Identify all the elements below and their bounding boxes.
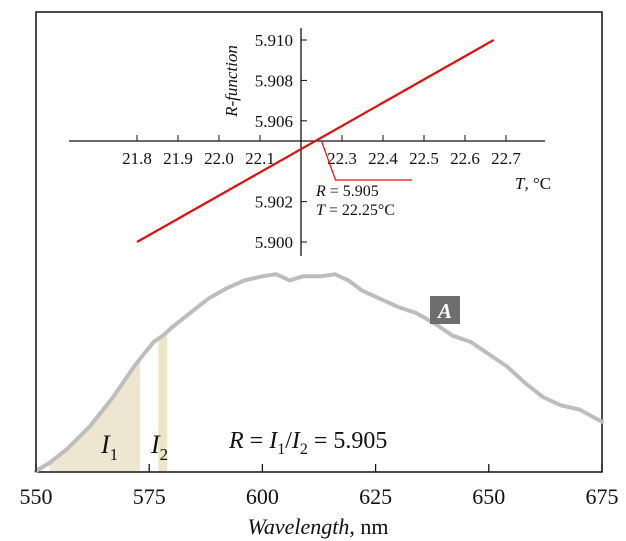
shaded-regions bbox=[49, 331, 168, 471]
inset-y-tick-label: 5.908 bbox=[255, 71, 293, 90]
inset-y-axis-title: R-function bbox=[222, 45, 241, 118]
marker-label-t: T = 22.25°C bbox=[316, 202, 395, 219]
x-axis-label: Wavelength bbox=[248, 514, 350, 539]
r-function-line bbox=[136, 39, 495, 243]
inset-x-tick-label: 21.8 bbox=[122, 149, 152, 168]
inset-x-tick-label: 21.9 bbox=[163, 149, 193, 168]
spectrum-curve bbox=[34, 272, 604, 473]
inset-x-axis-title: T, °C bbox=[515, 174, 551, 193]
inset-y-tick-label: 5.910 bbox=[255, 31, 293, 50]
inset-x-tick-label: 22.7 bbox=[491, 149, 521, 168]
inset-x-tick-label: 22.5 bbox=[409, 149, 439, 168]
inset-x-tick-label: 22.0 bbox=[204, 149, 234, 168]
inset-y-axis-ticks: 5.910 5.908 5.906 5.902 5.900 bbox=[255, 31, 307, 252]
inset-x-tick-label: 22.1 bbox=[245, 149, 275, 168]
region-label-i2: I2 bbox=[150, 430, 168, 464]
marker-leader-line bbox=[320, 140, 412, 181]
main-x-tick-label: 550 bbox=[20, 484, 53, 509]
inset-y-tick-label: 5.906 bbox=[255, 112, 293, 131]
inset-x-axis-ticks: 21.8 21.9 22.0 22.1 22.3 22.4 22.5 22.6 22.7 bbox=[122, 135, 521, 168]
curve-label-badge: A bbox=[430, 296, 460, 324]
inset-chart: 21.8 21.9 22.0 22.1 22.3 22.4 22.5 22.6 22.7 5.9… bbox=[69, 28, 551, 256]
x-axis-unit: , nm bbox=[349, 514, 388, 539]
main-x-tick-label: 600 bbox=[246, 484, 279, 509]
region-label-i1: I1 bbox=[100, 430, 118, 464]
inset-x-tick-label: 22.3 bbox=[327, 149, 357, 168]
main-x-tick-label: 675 bbox=[586, 484, 619, 509]
shaded-region-1 bbox=[49, 358, 141, 471]
main-x-tick-label: 650 bbox=[472, 484, 505, 509]
main-x-tick-label: 625 bbox=[359, 484, 392, 509]
ratio-annotation: R = I1/I2 = 5.905 bbox=[228, 428, 387, 458]
shaded-region-2 bbox=[158, 331, 168, 471]
main-x-tick-label: 575 bbox=[133, 484, 166, 509]
main-x-axis-ticks: 550 575 600 625 650 675 bbox=[20, 464, 619, 509]
inset-y-tick-label: 5.900 bbox=[255, 233, 293, 252]
inset-y-tick-label: 5.902 bbox=[255, 193, 293, 212]
curve-label: A bbox=[436, 299, 452, 323]
inset-x-tick-label: 22.6 bbox=[450, 149, 480, 168]
main-x-axis-title: Wavelength, nm bbox=[248, 514, 389, 539]
marker-label-r: R = 5.905 bbox=[315, 183, 379, 200]
inset-x-tick-label: 22.4 bbox=[368, 149, 398, 168]
